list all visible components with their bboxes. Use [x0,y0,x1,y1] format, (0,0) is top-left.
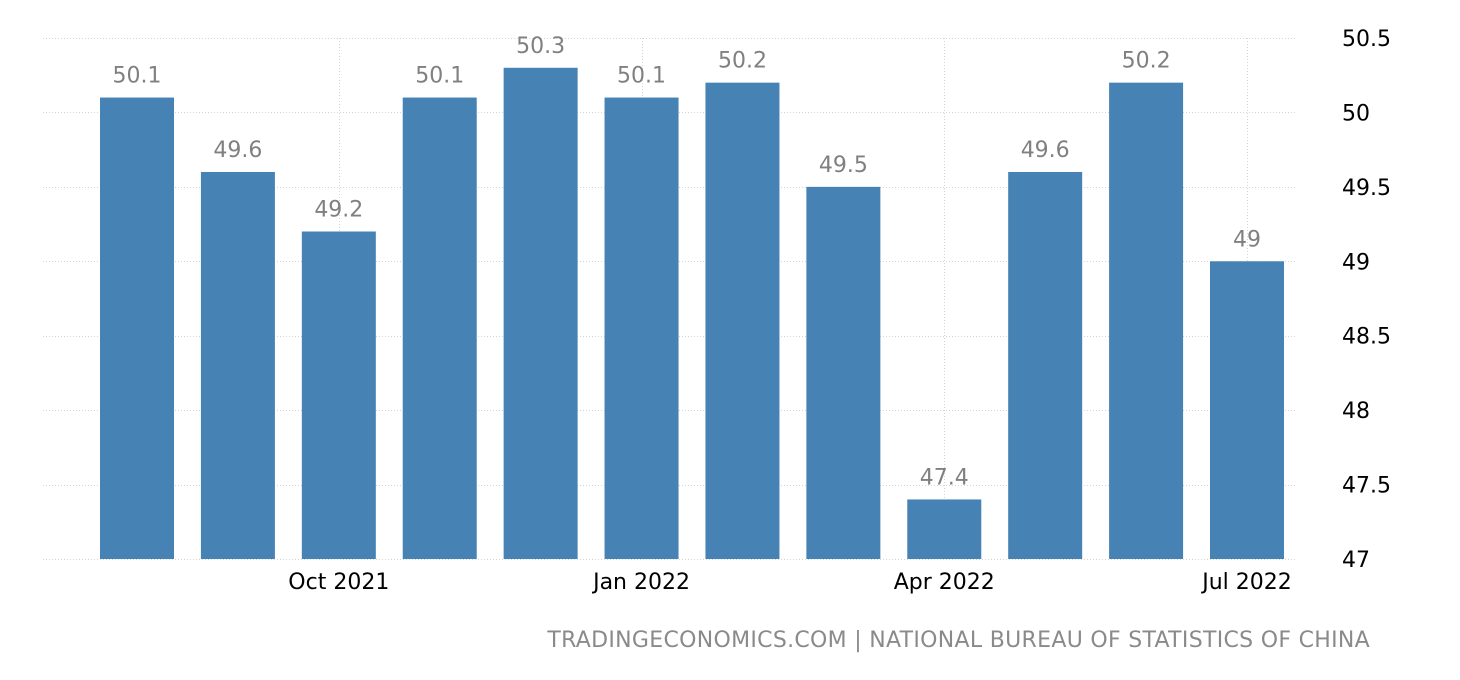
bar-dec-2021[interactable] [503,67,578,560]
y-tick-label: 48.5 [1342,325,1391,350]
bar-mar-2022[interactable] [806,186,881,559]
x-tick-label: Jul 2022 [1200,570,1292,595]
bar-jul-2022[interactable] [1210,261,1284,559]
bar-oct-2021[interactable] [301,231,376,559]
x-axis-tick-labels: Oct 2021 Jan 2022 Apr 2022 Jul 2022 [288,570,1291,595]
bar-value-label: 49.6 [213,138,262,163]
bar-sep-2021[interactable] [200,171,275,559]
bar-value-label: 50.1 [113,64,162,89]
bar-value-label: 50.2 [718,49,767,74]
y-tick-label: 49 [1342,250,1370,275]
bar-value-label: 50.1 [617,64,666,89]
bar-may-2022[interactable] [1008,171,1083,559]
bar-value-label: 49.5 [819,153,868,178]
bar-value-label: 49.6 [1021,138,1070,163]
bar-value-label: 47.4 [920,465,969,490]
bar-apr-2022[interactable] [907,499,982,559]
bar-value-label: 50.2 [1122,49,1171,74]
bar-feb-2022[interactable] [705,82,780,560]
x-tick-label: Apr 2022 [894,570,995,595]
y-tick-label: 48 [1342,399,1370,424]
bar-value-label: 50.1 [415,64,464,89]
bar-aug-2021[interactable] [100,97,174,560]
bars [100,67,1284,560]
bar-jan-2022[interactable] [604,97,679,560]
source-attribution: TRADINGECONOMICS.COM | NATIONAL BUREAU O… [547,628,1370,653]
y-tick-label: 49.5 [1342,176,1391,201]
x-tick-label: Jan 2022 [591,570,690,595]
y-tick-label: 47 [1342,548,1370,573]
x-tick-label: Oct 2021 [288,570,389,595]
bar-nov-2021[interactable] [402,97,477,560]
y-tick-label: 50.5 [1342,27,1391,52]
bar-value-label: 49.2 [314,198,363,223]
y-axis-tick-labels: 47 47.5 48 48.5 49 49.5 50 50.5 [1342,27,1391,573]
y-tick-label: 50 [1342,101,1370,126]
y-tick-label: 47.5 [1342,474,1391,499]
bar-value-label: 49 [1233,227,1261,252]
bar-value-labels: 50.1 49.6 49.2 50.1 50.3 50.1 50.2 49.5 47.4 49.6… [113,34,1261,491]
bar-value-label: 50.3 [516,34,565,59]
bar-jun-2022[interactable] [1109,82,1184,560]
